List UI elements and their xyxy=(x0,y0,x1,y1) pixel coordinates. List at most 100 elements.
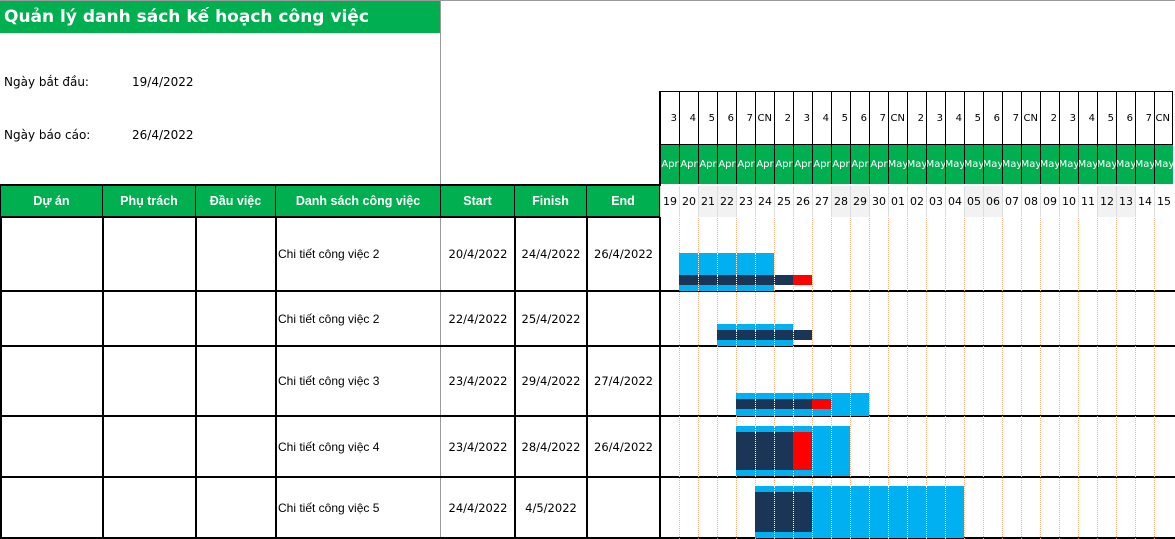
day-gridline xyxy=(945,218,946,539)
day-header[interactable]: 19 xyxy=(660,186,679,217)
header-task-list[interactable]: Danh sách công việc xyxy=(276,184,441,218)
month-header: May xyxy=(1135,144,1154,184)
row-divider xyxy=(0,290,1175,292)
day-header[interactable]: 26 xyxy=(793,186,812,217)
day-header[interactable]: 21 xyxy=(698,186,717,217)
day-header[interactable]: 28 xyxy=(831,186,850,217)
day-gridline xyxy=(1002,218,1003,539)
weekday-header: 7 xyxy=(1135,91,1154,144)
finish-date[interactable]: 25/4/2022 xyxy=(521,311,581,326)
weekday-header: CN xyxy=(1154,91,1173,144)
month-header: May xyxy=(1116,144,1135,184)
row-divider xyxy=(0,476,1175,478)
finish-date[interactable]: 28/4/2022 xyxy=(521,439,581,454)
finish-date[interactable]: 29/4/2022 xyxy=(521,374,581,388)
bar-segment-divider xyxy=(850,486,851,538)
day-header[interactable]: 27 xyxy=(812,186,831,217)
day-header[interactable]: 25 xyxy=(774,186,793,217)
day-header[interactable]: 30 xyxy=(869,186,888,217)
end-date[interactable] xyxy=(587,292,660,345)
day-gridline xyxy=(1021,218,1022,539)
task-name[interactable]: Chi tiết công việc 3 xyxy=(278,374,380,388)
header-end[interactable]: End xyxy=(587,184,660,218)
bar-segment-divider xyxy=(774,399,775,409)
day-header[interactable]: 01 xyxy=(888,186,907,217)
header-finish[interactable]: Finish xyxy=(515,184,587,218)
progress-bar[interactable] xyxy=(755,492,812,532)
day-header[interactable]: 11 xyxy=(1078,186,1097,217)
start-date-label: Ngày bắt đầu: xyxy=(4,75,89,89)
day-gridline xyxy=(831,218,832,539)
day-header[interactable]: 09 xyxy=(1040,186,1059,217)
start-date[interactable]: 23/4/2022 xyxy=(448,374,508,388)
start-date[interactable]: 22/4/2022 xyxy=(448,311,508,326)
day-header[interactable]: 23 xyxy=(736,186,755,217)
header-start[interactable]: Start xyxy=(441,184,515,218)
month-header: Apr xyxy=(660,144,679,184)
bar-segment-divider xyxy=(850,393,851,416)
day-gridline xyxy=(793,218,794,539)
day-header[interactable]: 15 xyxy=(1154,186,1173,217)
month-header: May xyxy=(983,144,1002,184)
progress-bar[interactable] xyxy=(679,275,793,285)
start-date[interactable]: 20/4/2022 xyxy=(448,247,508,261)
day-header[interactable]: 10 xyxy=(1059,186,1078,217)
day-header[interactable]: 05 xyxy=(964,186,983,217)
day-gridline xyxy=(983,218,984,539)
day-header[interactable]: 06 xyxy=(983,186,1002,217)
progress-bar[interactable] xyxy=(717,330,812,340)
day-header[interactable]: 08 xyxy=(1021,186,1040,217)
bar-segment-divider xyxy=(774,330,775,340)
day-header[interactable]: 29 xyxy=(850,186,869,217)
finish-date[interactable]: 24/4/2022 xyxy=(521,247,581,261)
day-header[interactable]: 13 xyxy=(1116,186,1135,217)
start-date[interactable]: 24/4/2022 xyxy=(448,500,508,515)
report-date-value[interactable]: 26/4/2022 xyxy=(132,128,194,142)
progress-bar[interactable] xyxy=(736,432,793,470)
end-date[interactable]: 27/4/2022 xyxy=(594,374,653,388)
bar-segment-divider xyxy=(755,399,756,409)
start-date-value[interactable]: 19/4/2022 xyxy=(132,75,194,89)
day-header[interactable]: 24 xyxy=(755,186,774,217)
day-header[interactable]: 03 xyxy=(926,186,945,217)
weekday-header: 2 xyxy=(1040,91,1059,144)
weekday-header: 4 xyxy=(812,91,831,144)
finish-date[interactable]: 4/5/2022 xyxy=(525,500,577,515)
day-header[interactable]: 07 xyxy=(1002,186,1021,217)
month-header: Apr xyxy=(793,144,812,184)
weekday-header: 4 xyxy=(679,91,698,144)
overdue-bar[interactable] xyxy=(793,432,812,470)
day-header[interactable]: 02 xyxy=(907,186,926,217)
row-divider xyxy=(0,415,1175,417)
overdue-bar[interactable] xyxy=(793,275,812,285)
end-date[interactable]: 26/4/2022 xyxy=(594,247,653,261)
task-name[interactable]: Chi tiết công việc 5 xyxy=(278,500,380,515)
header-task-head[interactable]: Đầu việc xyxy=(196,184,276,218)
task-name[interactable]: Chi tiết công việc 2 xyxy=(278,311,380,326)
progress-bar[interactable] xyxy=(736,399,812,409)
bar-segment-divider xyxy=(793,330,794,340)
bar-segment-divider xyxy=(755,275,756,285)
day-header[interactable]: 20 xyxy=(679,186,698,217)
weekday-header: 7 xyxy=(736,91,755,144)
end-date[interactable] xyxy=(587,478,660,537)
day-header[interactable]: 04 xyxy=(945,186,964,217)
start-date[interactable]: 23/4/2022 xyxy=(448,439,508,454)
day-header[interactable]: 12 xyxy=(1097,186,1116,217)
planned-bar[interactable] xyxy=(679,253,774,291)
day-gridline xyxy=(850,218,851,539)
weekday-header: 3 xyxy=(926,91,945,144)
task-name[interactable]: Chi tiết công việc 4 xyxy=(278,439,380,454)
end-date[interactable]: 26/4/2022 xyxy=(594,439,653,454)
day-gridline xyxy=(1154,218,1155,539)
day-gridline xyxy=(774,218,775,539)
day-header[interactable]: 22 xyxy=(717,186,736,217)
task-name[interactable]: Chi tiết công việc 2 xyxy=(278,247,380,261)
header-owner[interactable]: Phụ trách xyxy=(103,184,196,218)
month-header: Apr xyxy=(736,144,755,184)
weekday-header: 3 xyxy=(660,91,679,144)
header-project[interactable]: Dự án xyxy=(0,184,103,218)
month-header: May xyxy=(1097,144,1116,184)
day-header[interactable]: 14 xyxy=(1135,186,1154,217)
overdue-bar[interactable] xyxy=(812,399,831,409)
